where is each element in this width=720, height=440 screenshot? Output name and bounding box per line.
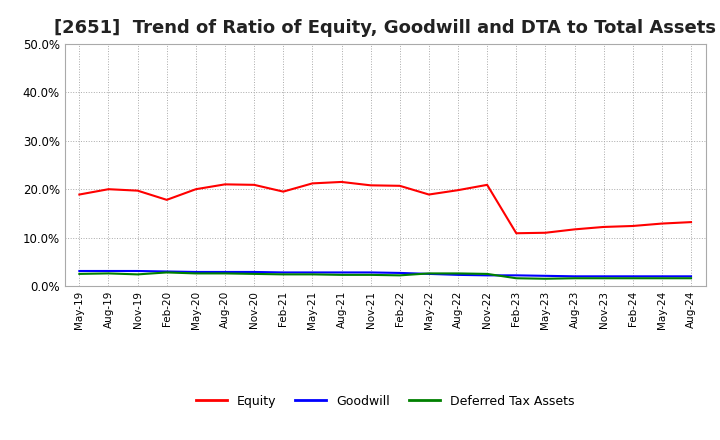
Goodwill [687,274,696,279]
Deferred Tax Assets [337,272,346,278]
Deferred Tax Assets [657,275,666,281]
Equity [163,197,171,202]
Equity [570,227,579,232]
Goodwill [395,270,404,275]
Deferred Tax Assets [279,272,287,277]
Deferred Tax Assets [192,271,200,276]
Equity [220,182,229,187]
Deferred Tax Assets [483,271,492,277]
Goodwill [337,270,346,275]
Equity [599,224,608,230]
Goodwill [541,273,550,279]
Deferred Tax Assets [395,273,404,278]
Goodwill [250,269,258,275]
Equity [629,224,637,229]
Deferred Tax Assets [133,272,142,277]
Equity [337,180,346,185]
Deferred Tax Assets [250,271,258,277]
Legend: Equity, Goodwill, Deferred Tax Assets: Equity, Goodwill, Deferred Tax Assets [191,390,580,413]
Line: Goodwill: Goodwill [79,271,691,276]
Equity [454,187,462,193]
Goodwill [308,270,317,275]
Goodwill [220,269,229,275]
Equity [104,187,113,192]
Equity [395,183,404,188]
Equity [75,192,84,197]
Deferred Tax Assets [454,271,462,276]
Equity [366,183,375,188]
Equity [250,182,258,187]
Equity [279,189,287,194]
Equity [192,187,200,192]
Equity [512,231,521,236]
Equity [308,181,317,186]
Goodwill [483,273,492,278]
Goodwill [366,270,375,275]
Goodwill [163,269,171,274]
Deferred Tax Assets [512,275,521,281]
Goodwill [279,270,287,275]
Line: Equity: Equity [79,182,691,233]
Goodwill [512,273,521,278]
Title: [2651]  Trend of Ratio of Equity, Goodwill and DTA to Total Assets: [2651] Trend of Ratio of Equity, Goodwil… [54,19,716,37]
Equity [657,221,666,226]
Goodwill [192,269,200,275]
Deferred Tax Assets [629,275,637,281]
Goodwill [454,272,462,278]
Goodwill [133,268,142,274]
Deferred Tax Assets [599,275,608,281]
Deferred Tax Assets [104,271,113,276]
Goodwill [657,274,666,279]
Deferred Tax Assets [541,276,550,282]
Goodwill [75,268,84,274]
Deferred Tax Assets [366,272,375,278]
Deferred Tax Assets [163,270,171,275]
Deferred Tax Assets [220,271,229,276]
Deferred Tax Assets [570,275,579,281]
Goodwill [570,274,579,279]
Equity [483,182,492,187]
Deferred Tax Assets [687,275,696,281]
Goodwill [629,274,637,279]
Goodwill [425,271,433,277]
Goodwill [104,268,113,274]
Equity [425,192,433,197]
Equity [687,220,696,225]
Deferred Tax Assets [425,271,433,276]
Line: Deferred Tax Assets: Deferred Tax Assets [79,272,691,279]
Goodwill [599,274,608,279]
Equity [541,230,550,235]
Deferred Tax Assets [75,271,84,277]
Deferred Tax Assets [308,272,317,277]
Equity [133,188,142,193]
